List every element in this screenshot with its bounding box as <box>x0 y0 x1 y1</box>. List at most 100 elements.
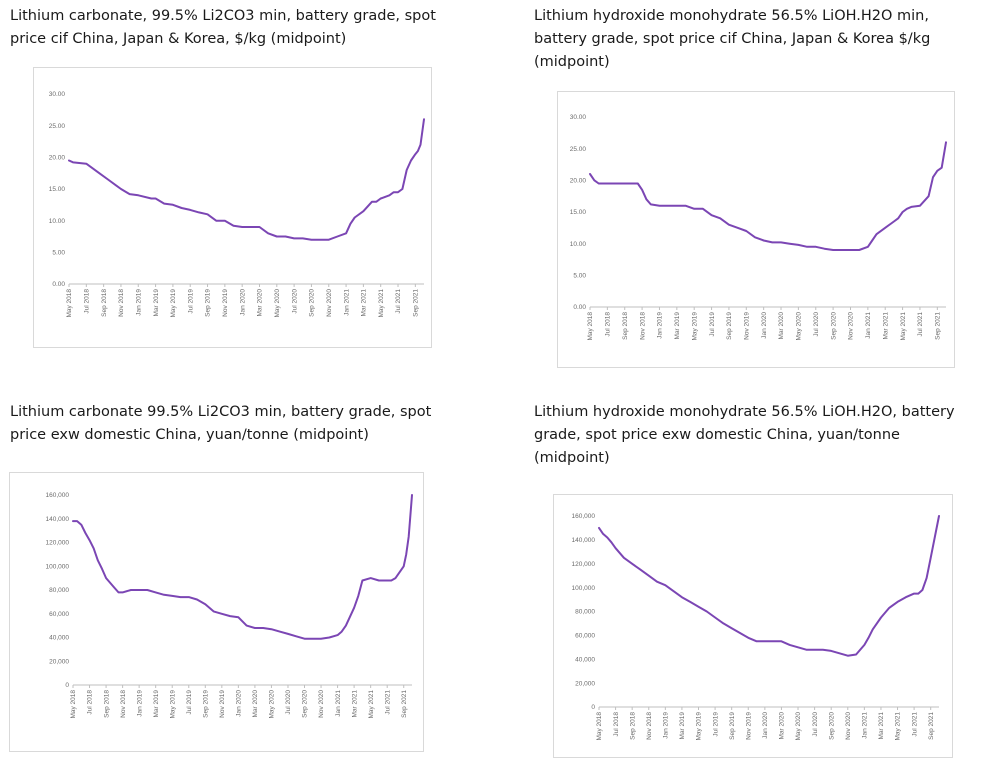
y-tick-label: 60,000 <box>575 633 595 640</box>
x-tick-label: Jul 2021 <box>917 312 924 337</box>
x-tick-label: Nov 2020 <box>848 312 855 340</box>
x-tick-label: May 2018 <box>70 690 77 719</box>
y-tick-label: 0 <box>65 682 69 689</box>
x-tick-label: May 2020 <box>795 712 802 741</box>
chart-title: Lithium hydroxide monohydrate 56.5% LiOH… <box>534 404 955 466</box>
y-tick-label: 40,000 <box>575 656 595 663</box>
y-tick-label: 10.00 <box>49 218 66 225</box>
x-tick-label: Jan 2021 <box>343 289 350 316</box>
x-tick-label: Nov 2019 <box>745 712 752 740</box>
x-tick-label: Nov 2018 <box>118 289 125 317</box>
x-tick-label: Jan 2019 <box>135 289 142 316</box>
y-tick-label: 5.00 <box>52 250 65 257</box>
x-tick-label: Mar 2020 <box>778 312 785 340</box>
y-tick-label: 25.00 <box>570 146 587 153</box>
y-tick-label: 30.00 <box>49 91 66 98</box>
x-tick-label: Jul 2021 <box>911 712 918 737</box>
x-tick-label: Mar 2020 <box>779 712 786 740</box>
x-tick-label: May 2021 <box>368 690 375 719</box>
y-tick-label: 100,000 <box>46 563 70 570</box>
x-tick-label: Mar 2019 <box>153 289 160 317</box>
x-tick-label: Nov 2018 <box>646 712 653 740</box>
x-tick-label: Jul 2019 <box>186 690 193 715</box>
x-tick-label: Sep 2018 <box>622 312 629 340</box>
x-tick-label: Jul 2020 <box>813 312 820 337</box>
x-tick-label: Jan 2021 <box>865 312 872 339</box>
y-tick-label: 20.00 <box>49 155 66 162</box>
x-tick-label: Jul 2018 <box>84 289 91 314</box>
x-tick-label: Mar 2021 <box>882 312 889 340</box>
series-line <box>589 141 947 251</box>
x-tick-label: Jul 2018 <box>87 690 94 715</box>
x-tick-label: May 2019 <box>170 289 177 318</box>
x-tick-label: Sep 2018 <box>629 712 636 740</box>
x-tick-label: Nov 2018 <box>120 690 127 718</box>
chart-frame: 30.00 25.00 20.00 15.00 10.00 5.00 0.00 May 201… <box>33 67 432 348</box>
x-tick-label: Mar 2021 <box>361 289 368 317</box>
x-tick-label: Sep 2019 <box>726 312 733 340</box>
x-tick-label: Jan 2020 <box>761 312 768 339</box>
x-tick-label: Jan 2021 <box>862 712 869 739</box>
series-line <box>598 515 940 657</box>
x-tick-label: Mar 2021 <box>351 690 358 718</box>
x-tick-label: Nov 2020 <box>318 690 325 718</box>
x-tick-label: Mar 2020 <box>252 690 259 718</box>
x-tick-label: Nov 2019 <box>222 289 229 317</box>
x-tick-label: May 2021 <box>895 712 902 741</box>
x-tick-label: Mar 2019 <box>153 690 160 718</box>
chart-title: Lithium carbonate 99.5% Li2CO3 min, batt… <box>10 404 432 443</box>
x-tick-label: Jan 2021 <box>335 690 342 717</box>
x-tick-label: Nov 2019 <box>219 690 226 718</box>
y-tick-label: 0.00 <box>573 304 586 311</box>
x-tick-label: Jul 2020 <box>812 712 819 737</box>
series-line <box>72 494 413 640</box>
x-tick-label: Jul 2020 <box>285 690 292 715</box>
series-line <box>68 118 425 241</box>
x-tick-label: Jan 2020 <box>239 289 246 316</box>
chart-title: Lithium carbonate, 99.5% Li2CO3 min, bat… <box>10 8 436 47</box>
x-tick-label: Sep 2018 <box>101 289 108 317</box>
x-tick-label: May 2021 <box>378 289 385 318</box>
y-tick-label: 40,000 <box>49 635 69 642</box>
x-tick-label: May 2018 <box>587 312 594 341</box>
y-tick-label: 20,000 <box>575 680 595 687</box>
x-tick-label: May 2019 <box>169 690 176 719</box>
x-tick-label: May 2018 <box>66 289 73 318</box>
x-tick-label: Mar 2021 <box>878 712 885 740</box>
x-tick-label: Nov 2018 <box>639 312 646 340</box>
x-tick-label: Mar 2019 <box>679 712 686 740</box>
x-tick-label: Jul 2019 <box>712 712 719 737</box>
y-tick-label: 15.00 <box>49 186 66 193</box>
x-tick-label: May 2018 <box>596 712 603 741</box>
y-tick-label: 5.00 <box>573 273 586 280</box>
x-tick-label: Jul 2021 <box>395 289 402 314</box>
x-tick-label: May 2019 <box>696 712 703 741</box>
chart-title: Lithium hydroxide monohydrate 56.5% LiOH… <box>534 8 931 70</box>
x-tick-label: Jul 2019 <box>187 289 194 314</box>
y-tick-label: 10.00 <box>570 241 587 248</box>
x-tick-label: Nov 2020 <box>326 289 333 317</box>
x-tick-label: Jan 2019 <box>136 690 143 717</box>
y-tick-label: 20.00 <box>570 178 587 185</box>
x-tick-label: Sep 2021 <box>928 712 935 740</box>
y-tick-label: 60,000 <box>49 611 69 618</box>
y-tick-label: 80,000 <box>49 587 69 594</box>
x-tick-label: Mar 2020 <box>257 289 264 317</box>
x-tick-label: Jul 2019 <box>709 312 716 337</box>
chart-frame: 160,000 140,000 120,000 100,000 80,000 60,000… <box>9 472 424 752</box>
x-tick-label: Sep 2020 <box>828 712 835 740</box>
y-tick-label: 140,000 <box>572 537 596 544</box>
x-tick-label: May 2019 <box>691 312 698 341</box>
chart-frame: 30.00 25.00 20.00 15.00 10.00 5.00 0.00 May 201… <box>557 91 955 368</box>
x-tick-label: Sep 2019 <box>202 690 209 718</box>
chart-svg: 160,000 140,000 120,000 100,000 80,000 60,000… <box>46 492 413 719</box>
chart-frame: 160,000 140,000 120,000 100,000 80,000 60,000… <box>553 494 953 758</box>
x-tick-label: Sep 2020 <box>302 690 309 718</box>
y-tick-label: 0 <box>591 704 595 711</box>
x-tick-label: Jul 2018 <box>613 712 620 737</box>
x-tick-label: Sep 2020 <box>309 289 316 317</box>
x-tick-label: Sep 2020 <box>830 312 837 340</box>
y-tick-label: 15.00 <box>570 209 587 216</box>
